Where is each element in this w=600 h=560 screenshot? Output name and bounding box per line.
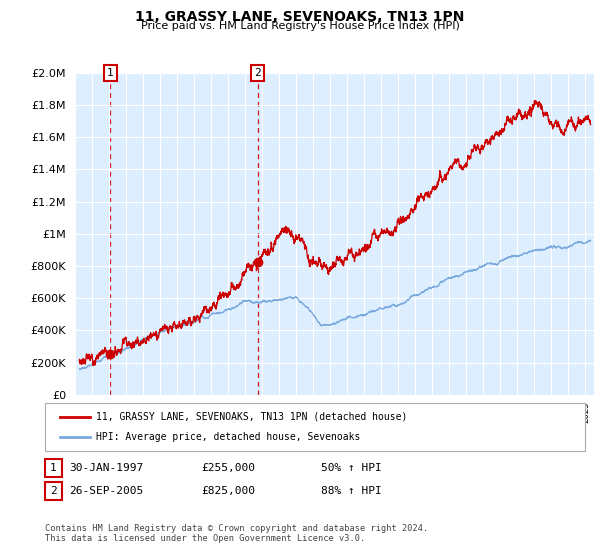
Text: 1: 1 [107, 68, 114, 78]
Text: 1: 1 [50, 463, 57, 473]
Text: Price paid vs. HM Land Registry's House Price Index (HPI): Price paid vs. HM Land Registry's House … [140, 21, 460, 31]
Text: 50% ↑ HPI: 50% ↑ HPI [321, 463, 382, 473]
Text: £825,000: £825,000 [201, 486, 255, 496]
Text: 2: 2 [254, 68, 261, 78]
Text: £255,000: £255,000 [201, 463, 255, 473]
Text: HPI: Average price, detached house, Sevenoaks: HPI: Average price, detached house, Seve… [96, 432, 361, 442]
Text: Contains HM Land Registry data © Crown copyright and database right 2024.
This d: Contains HM Land Registry data © Crown c… [45, 524, 428, 543]
Text: 26-SEP-2005: 26-SEP-2005 [69, 486, 143, 496]
Text: 30-JAN-1997: 30-JAN-1997 [69, 463, 143, 473]
Text: 2: 2 [50, 486, 57, 496]
Text: 11, GRASSY LANE, SEVENOAKS, TN13 1PN: 11, GRASSY LANE, SEVENOAKS, TN13 1PN [136, 10, 464, 24]
Text: 11, GRASSY LANE, SEVENOAKS, TN13 1PN (detached house): 11, GRASSY LANE, SEVENOAKS, TN13 1PN (de… [96, 412, 407, 422]
Text: 88% ↑ HPI: 88% ↑ HPI [321, 486, 382, 496]
